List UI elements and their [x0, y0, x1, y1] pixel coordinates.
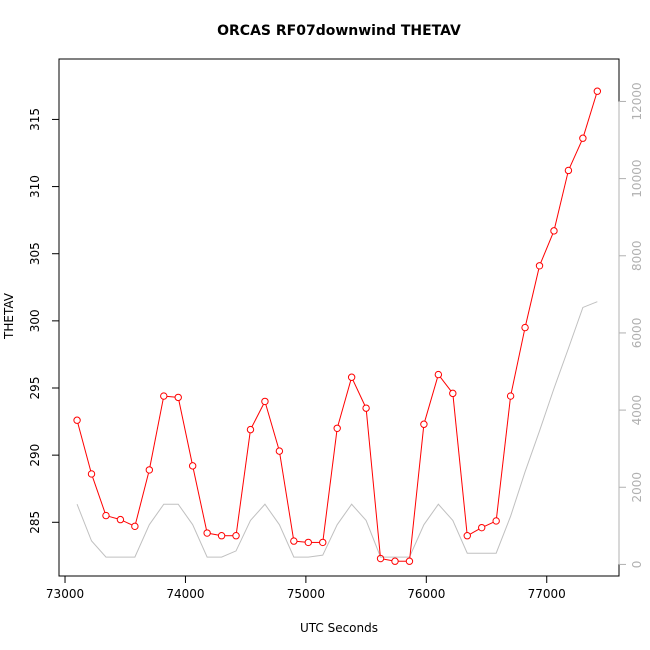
- red-series-segment: [365, 411, 381, 556]
- y-tick-label: 285: [28, 511, 42, 534]
- y-axis-label: THETAV: [2, 292, 16, 340]
- y2-tick-label: 10000: [630, 160, 644, 198]
- red-series-point: [217, 532, 226, 540]
- red-series-point: [232, 532, 240, 540]
- red-series-point: [564, 166, 573, 175]
- red-series-point: [391, 557, 399, 565]
- red-series-segment: [525, 268, 540, 325]
- red-series-point: [290, 537, 298, 545]
- y-tick-label: 310: [28, 175, 42, 198]
- red-series-point: [160, 392, 168, 400]
- red-series-segment: [424, 377, 438, 422]
- red-series-segment: [452, 396, 468, 533]
- red-series-point: [506, 392, 515, 400]
- red-series-segment: [469, 528, 480, 535]
- red-series-segment: [496, 399, 511, 518]
- red-series-segment: [569, 140, 583, 168]
- red-series-point: [87, 470, 96, 478]
- red-series-segment: [540, 233, 554, 264]
- red-series-point: [246, 425, 255, 434]
- axes: 73000 74000 75000 76000 77000 285 290 295 300 305…: [28, 82, 644, 601]
- red-series-segment: [583, 94, 597, 136]
- y2-tick-label: 12000: [630, 82, 644, 120]
- red-series-point: [434, 370, 443, 379]
- y-tick-label: 290: [28, 444, 42, 467]
- red-series-point: [145, 466, 154, 474]
- red-series-point: [521, 323, 529, 332]
- red-series-point: [405, 557, 414, 565]
- red-series-point: [333, 424, 341, 432]
- red-series-segment: [279, 454, 294, 539]
- red-series-segment: [149, 399, 164, 467]
- chart-title: ORCAS RF07downwind THETAV: [217, 23, 461, 39]
- red-series-segment: [235, 432, 251, 533]
- red-series-segment: [210, 533, 219, 536]
- red-series-point: [73, 416, 81, 424]
- red-series-point: [463, 532, 471, 540]
- red-series-point: [376, 554, 385, 563]
- y2-tick-label: 0: [630, 561, 644, 569]
- red-series-segment: [296, 540, 306, 543]
- red-series-point: [174, 393, 182, 402]
- red-series-point: [203, 529, 211, 537]
- red-series-segment: [510, 330, 525, 394]
- x-tick-label: 73000: [46, 587, 84, 601]
- red-series-segment: [77, 423, 92, 471]
- y-tick-label: 300: [28, 309, 42, 332]
- red-series-point: [304, 538, 312, 547]
- red-series-segment: [352, 379, 366, 406]
- red-series-segment: [166, 395, 176, 398]
- red-series-point: [102, 511, 110, 520]
- red-series-point: [550, 227, 558, 235]
- red-series-segment: [383, 558, 392, 562]
- red-series-point: [420, 420, 428, 428]
- y2-tick-label: 6000: [630, 318, 644, 349]
- red-series-segment: [322, 431, 338, 540]
- x-tick-label: 77000: [528, 587, 566, 601]
- y-tick-label: 305: [28, 242, 42, 265]
- y2-tick-label: 2000: [630, 472, 644, 503]
- red-series-point: [492, 517, 500, 525]
- y-tick-label: 315: [28, 108, 42, 131]
- red-series-segment: [251, 404, 264, 428]
- y2-tick-label: 8000: [630, 240, 644, 271]
- red-series-point: [593, 87, 602, 95]
- red-series-point: [579, 134, 587, 142]
- red-series-point: [275, 447, 284, 455]
- red-series-point: [261, 397, 269, 406]
- red-series-point: [319, 538, 327, 547]
- red-series-point: [362, 404, 370, 412]
- red-series-segment: [108, 515, 118, 520]
- x-tick-label: 76000: [407, 587, 445, 601]
- red-series-segment: [484, 521, 494, 527]
- y-tick-label: 295: [28, 377, 42, 400]
- red-series-point: [116, 515, 125, 524]
- red-series-segment: [123, 520, 133, 526]
- red-series-point: [478, 523, 486, 532]
- red-series-segment: [439, 376, 452, 392]
- gray-series-line: [76, 301, 598, 558]
- x-tick-label: 75000: [287, 587, 325, 601]
- red-series-segment: [92, 476, 106, 513]
- series-layer: [73, 87, 602, 565]
- red-series-segment: [265, 404, 279, 449]
- red-series-point: [188, 462, 197, 470]
- red-series-segment: [554, 173, 569, 228]
- red-series-segment: [178, 400, 193, 463]
- red-series-point: [449, 389, 457, 398]
- red-series-segment: [192, 468, 207, 531]
- red-series-point: [535, 262, 544, 270]
- red-series-point: [347, 373, 356, 381]
- red-series-segment: [135, 472, 150, 524]
- red-series-segment: [409, 427, 425, 559]
- x-axis-label: UTC Seconds: [300, 621, 378, 635]
- red-series-segment: [337, 380, 352, 426]
- y2-tick-label: 4000: [630, 395, 644, 426]
- x-tick-label: 74000: [166, 587, 204, 601]
- red-series-point: [131, 522, 139, 531]
